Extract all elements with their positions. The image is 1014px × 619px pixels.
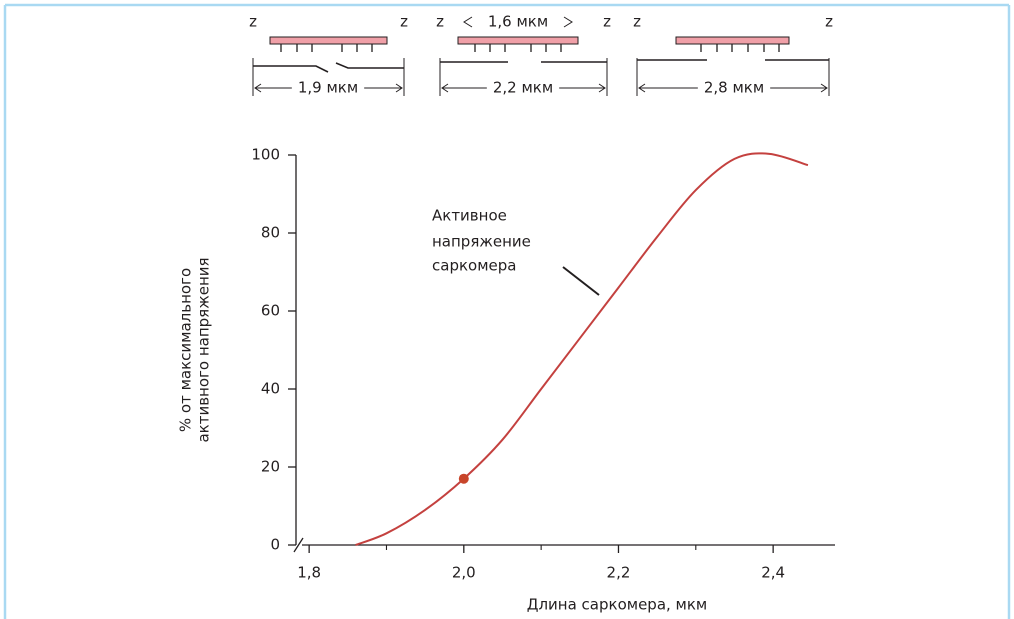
y-tick-label: 80: [261, 224, 280, 242]
tension-curve: [355, 152, 809, 546]
annotation: Активное: [432, 207, 507, 225]
length-label: 2,8 мкм: [704, 79, 764, 97]
y-tick-label: 60: [261, 302, 280, 320]
z-label: z: [400, 13, 408, 31]
z-label: z: [603, 13, 611, 31]
arrow-head: [441, 83, 449, 93]
y-tick-label: 100: [251, 146, 280, 164]
axis-break: [293, 537, 304, 553]
x-axis-label: Длина саркомера, мкм: [527, 596, 708, 614]
x-tick-label: 2,2: [607, 564, 631, 582]
arrow-head: [820, 83, 828, 93]
arrow-head: [598, 83, 606, 93]
y-tick-label: 20: [261, 458, 280, 476]
length-label: 1,9 мкм: [298, 79, 358, 97]
myosin-bar: [457, 36, 579, 45]
actin: [253, 65, 329, 73]
annotation: напряжение: [432, 233, 531, 251]
length-label: 2,2 мкм: [493, 79, 553, 97]
y-axis-label: % от максимального активного напряжения: [177, 257, 213, 442]
sarcomere-diagrams: z z 1,9 мкм z z 2,2 мкм z z 2,8 мкм 1,6 мкм: [249, 13, 833, 97]
z-label: z: [436, 13, 444, 31]
myosin-bar: [675, 36, 790, 45]
arrow-head: [254, 83, 262, 93]
myosin-arrow: [463, 16, 473, 28]
x-tick-label: 2,0: [452, 564, 476, 582]
z-label: z: [249, 13, 257, 31]
y-axis-label-line: активного напряжения: [195, 257, 213, 442]
y-tick-label: 40: [261, 380, 280, 398]
myosin-arrow: [563, 16, 573, 28]
y-axis-label-line: % от максимального: [177, 268, 195, 432]
annotation: саркомера: [432, 257, 516, 275]
frame: [3, 3, 1011, 619]
annotation-pointer: [562, 266, 600, 296]
y-tick-label: 0: [270, 536, 280, 554]
myosin-bar: [269, 36, 388, 45]
actin: [335, 62, 404, 69]
z-label: z: [633, 13, 641, 31]
arrow-head: [395, 83, 403, 93]
x-tick-label: 1,8: [297, 564, 321, 582]
myosin-length: 1,6 мкм: [488, 13, 548, 31]
z-label: z: [825, 13, 833, 31]
point-marker: [458, 473, 469, 484]
arrow-head: [638, 83, 646, 93]
x-tick-label: 2,4: [761, 564, 785, 582]
